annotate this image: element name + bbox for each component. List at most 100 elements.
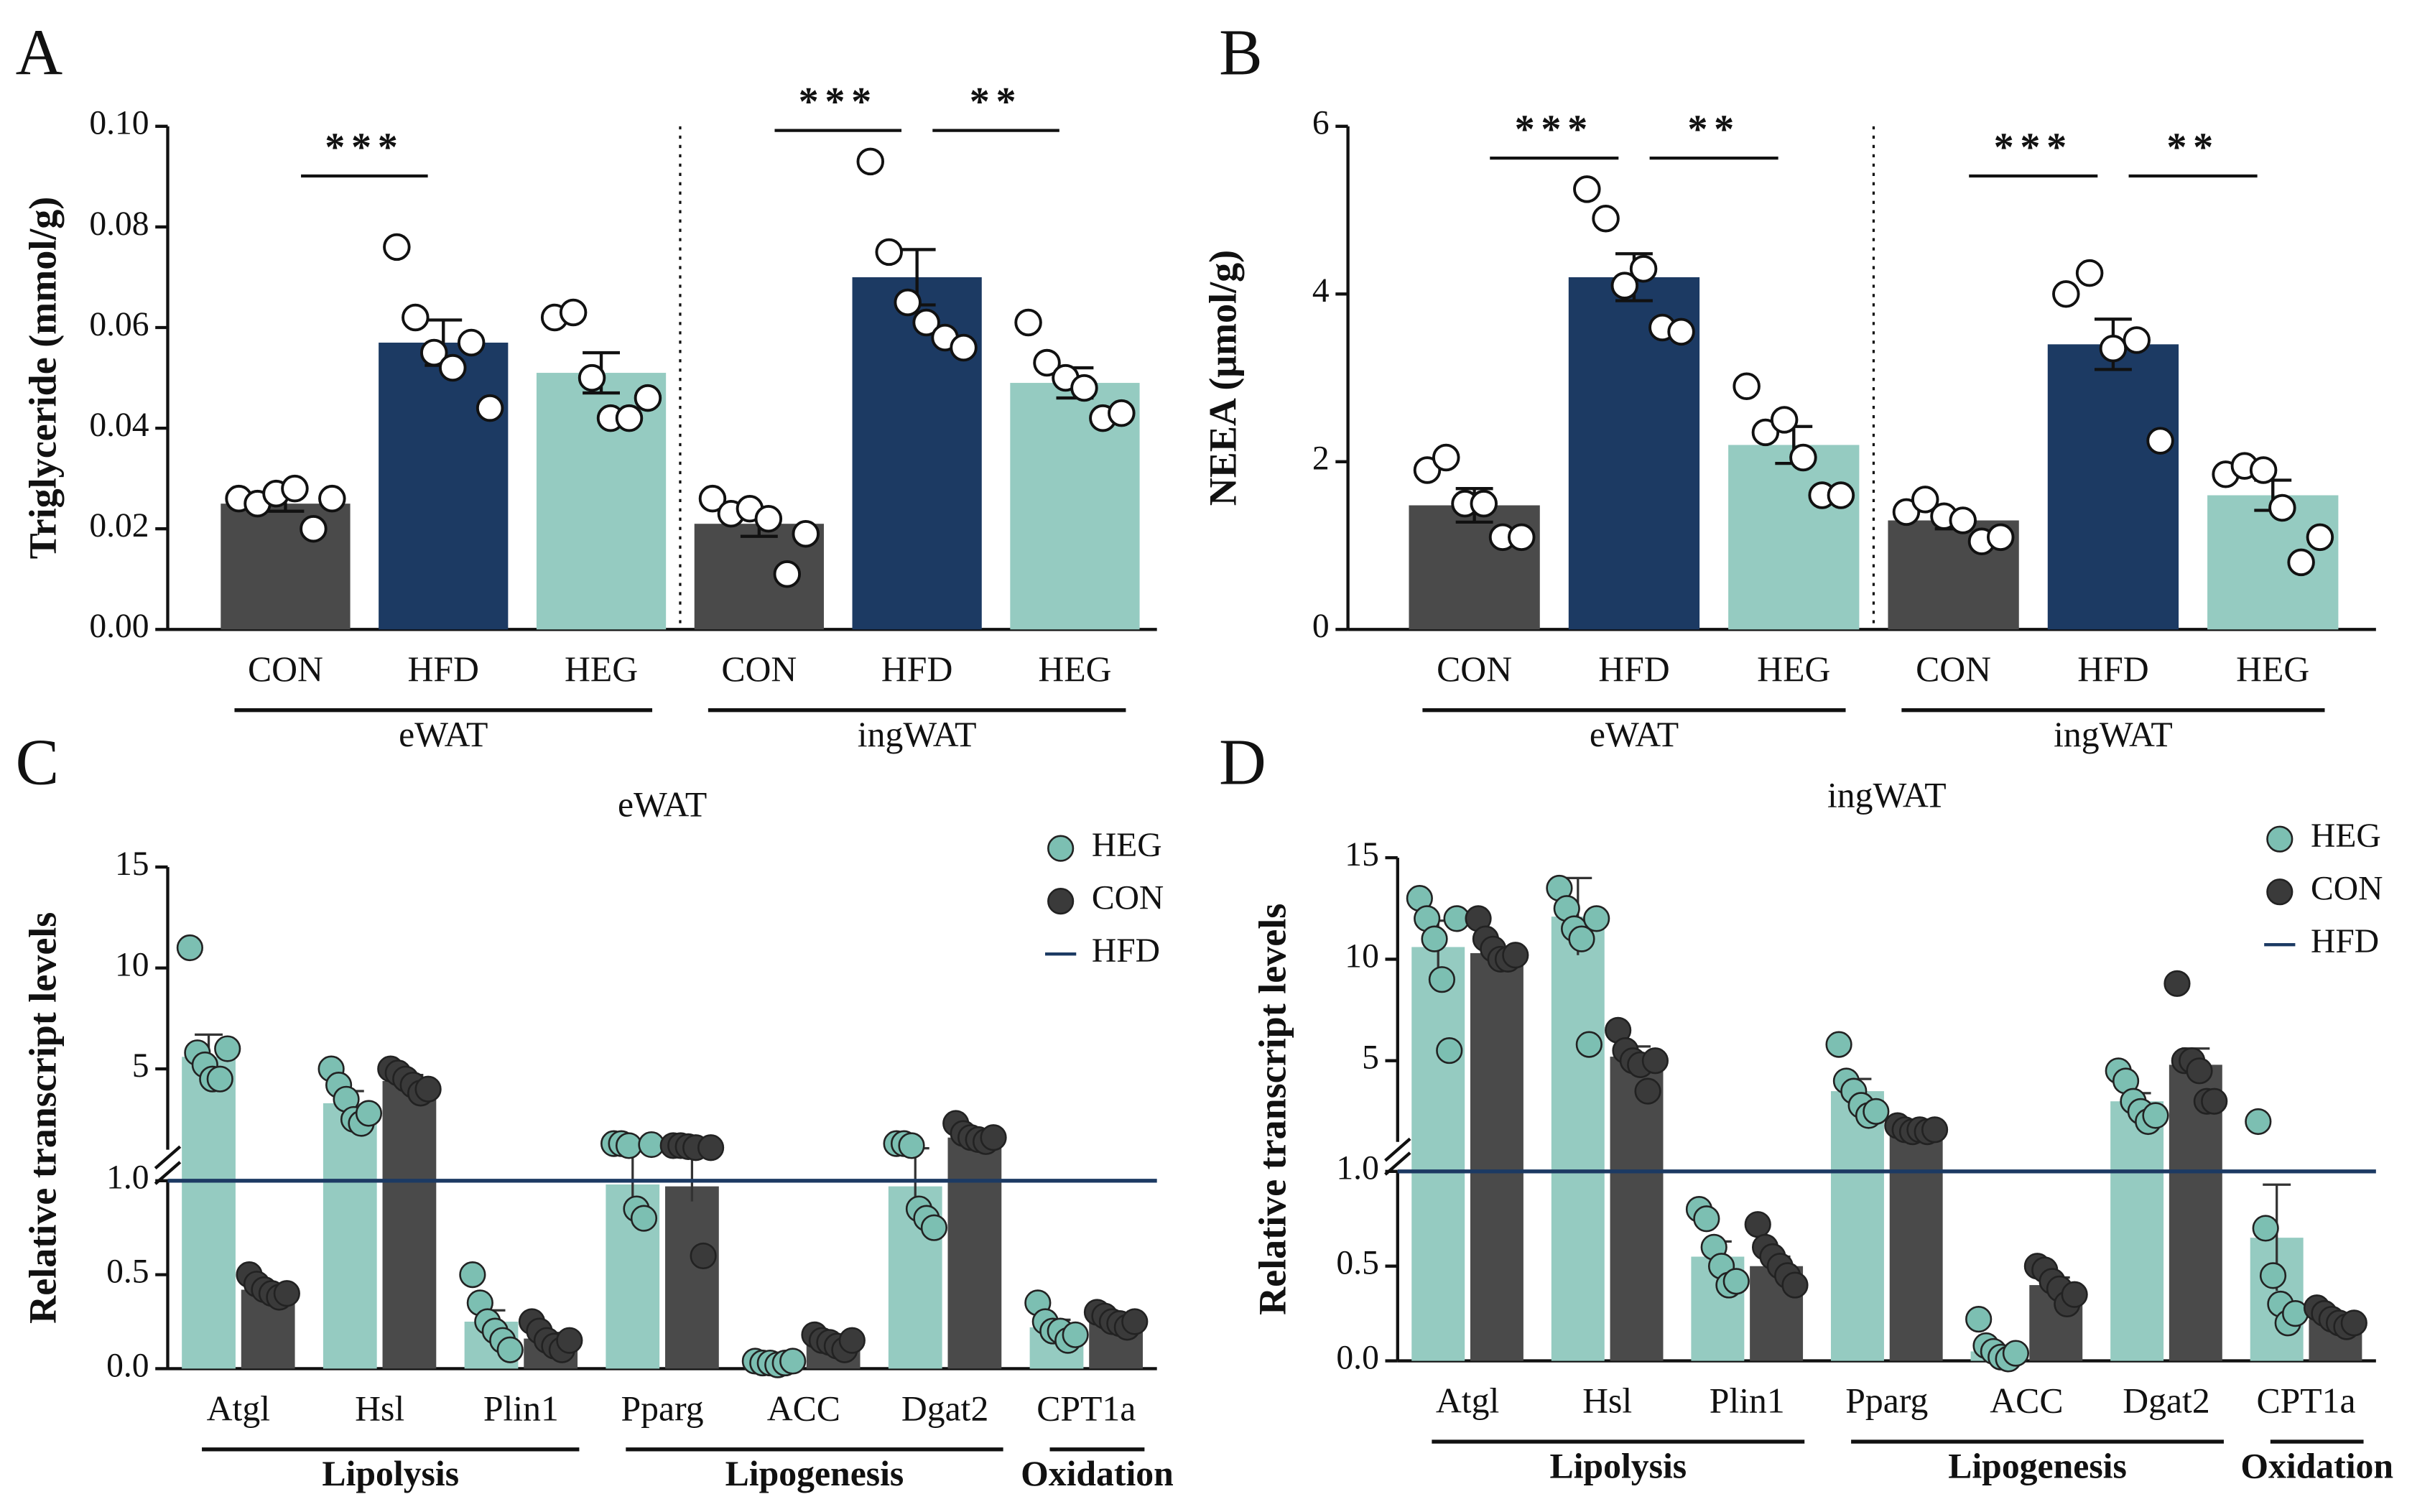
y-tick-label: 0 (1312, 608, 1330, 645)
panel-label: C (16, 726, 60, 799)
data-point (281, 474, 309, 503)
data-point (856, 147, 885, 176)
data-point (438, 353, 467, 382)
data-point (1825, 1031, 1852, 1058)
bar (1411, 947, 1465, 1361)
group-label: ingWAT (2054, 715, 2173, 754)
data-point (1733, 372, 1761, 400)
y-tick-label: 0.04 (89, 407, 149, 444)
data-point (894, 288, 922, 317)
bar (1830, 1091, 1884, 1361)
data-point (414, 1075, 442, 1103)
bar (665, 1186, 719, 1369)
category-label: Hsl (355, 1388, 404, 1428)
category-label: HFD (881, 649, 952, 689)
category-label: CON (1437, 649, 1512, 689)
panel-label: D (1219, 726, 1266, 799)
data-point (1892, 498, 1921, 527)
data-point (1921, 1116, 1949, 1144)
data-point (1428, 966, 1455, 993)
y-tick-label: 2 (1312, 440, 1330, 478)
y-tick-label: 15 (115, 845, 149, 883)
category-label: CON (248, 649, 323, 689)
data-point (792, 519, 820, 548)
legend-marker (2266, 878, 2293, 906)
legend-marker (1047, 835, 1075, 862)
category-label: HEG (2236, 649, 2309, 689)
data-point (1070, 374, 1098, 402)
data-point (920, 1214, 948, 1241)
category-label: HEG (1038, 649, 1111, 689)
data-point (383, 233, 411, 261)
chart-title: eWAT (618, 784, 707, 824)
data-point (898, 1132, 925, 1159)
y-tick-label: 15 (1345, 836, 1379, 873)
legend-label: HEG (1092, 827, 1162, 864)
y-tick-label: 0.02 (89, 507, 149, 544)
significance-label: *** (1994, 125, 2073, 170)
data-point (2252, 1215, 2279, 1242)
data-point (1965, 1305, 1993, 1333)
y-tick-label: 6 (1312, 105, 1330, 142)
y-tick-label: 0.0 (1336, 1340, 1378, 1377)
data-point (1421, 925, 1448, 952)
data-point (1033, 348, 1061, 377)
data-point (779, 1348, 807, 1375)
data-point (556, 1327, 583, 1354)
data-point (615, 1132, 643, 1159)
data-point (697, 1134, 725, 1161)
significance-label: ** (970, 80, 1023, 124)
data-point (1629, 255, 1658, 283)
data-point (912, 308, 940, 337)
data-point (2002, 1340, 2030, 1367)
data-point (402, 303, 430, 332)
data-point (459, 1261, 486, 1289)
y-tick-label: 0.00 (89, 608, 149, 645)
category-label: CON (721, 649, 797, 689)
data-point (496, 1336, 524, 1363)
y-tick-label: 5 (1362, 1039, 1379, 1077)
data-point (1502, 942, 1529, 969)
bar (1551, 917, 1605, 1361)
category-label: CPT1a (1036, 1388, 1136, 1428)
bar (323, 1103, 377, 1369)
panel-label: B (1219, 17, 1263, 89)
bar (182, 1057, 236, 1369)
data-point (698, 484, 727, 513)
category-label: CON (1916, 649, 1991, 689)
data-point (457, 328, 486, 357)
category-label: HEG (565, 649, 638, 689)
data-point (420, 338, 448, 367)
data-point (214, 1035, 241, 1062)
data-point (773, 560, 802, 588)
data-point (1121, 1308, 1149, 1335)
data-point (1722, 1268, 1750, 1295)
category-label: ACC (767, 1388, 840, 1428)
bar (221, 504, 351, 630)
legend-label: CON (1092, 880, 1164, 917)
group-label: eWAT (399, 715, 488, 754)
data-point (1986, 523, 2015, 552)
data-point (1436, 1036, 1463, 1065)
chart-title: ingWAT (1827, 775, 1947, 815)
y-axis-label: Triglyceride (mmol/g) (21, 197, 64, 560)
bar (1889, 1129, 1943, 1361)
data-point (559, 298, 588, 327)
panel-label: A (16, 17, 63, 89)
data-point (1014, 308, 1042, 337)
data-point (1568, 925, 1595, 952)
data-point (615, 404, 644, 432)
data-point (1592, 204, 1620, 233)
y-tick-label: 10 (115, 947, 149, 984)
y-tick-label: 0.5 (106, 1253, 149, 1291)
data-point (634, 384, 662, 412)
data-point (2268, 493, 2296, 522)
data-point (355, 1100, 383, 1127)
y-axis-label: NEEA (μmol/g) (1201, 250, 1244, 506)
legend-label: HFD (1092, 932, 1160, 970)
bar (379, 343, 509, 630)
y-axis-label: Relative transcript levels (21, 912, 64, 1324)
data-point (2287, 548, 2315, 577)
data-point (1108, 399, 1136, 427)
data-point (1575, 1031, 1603, 1058)
